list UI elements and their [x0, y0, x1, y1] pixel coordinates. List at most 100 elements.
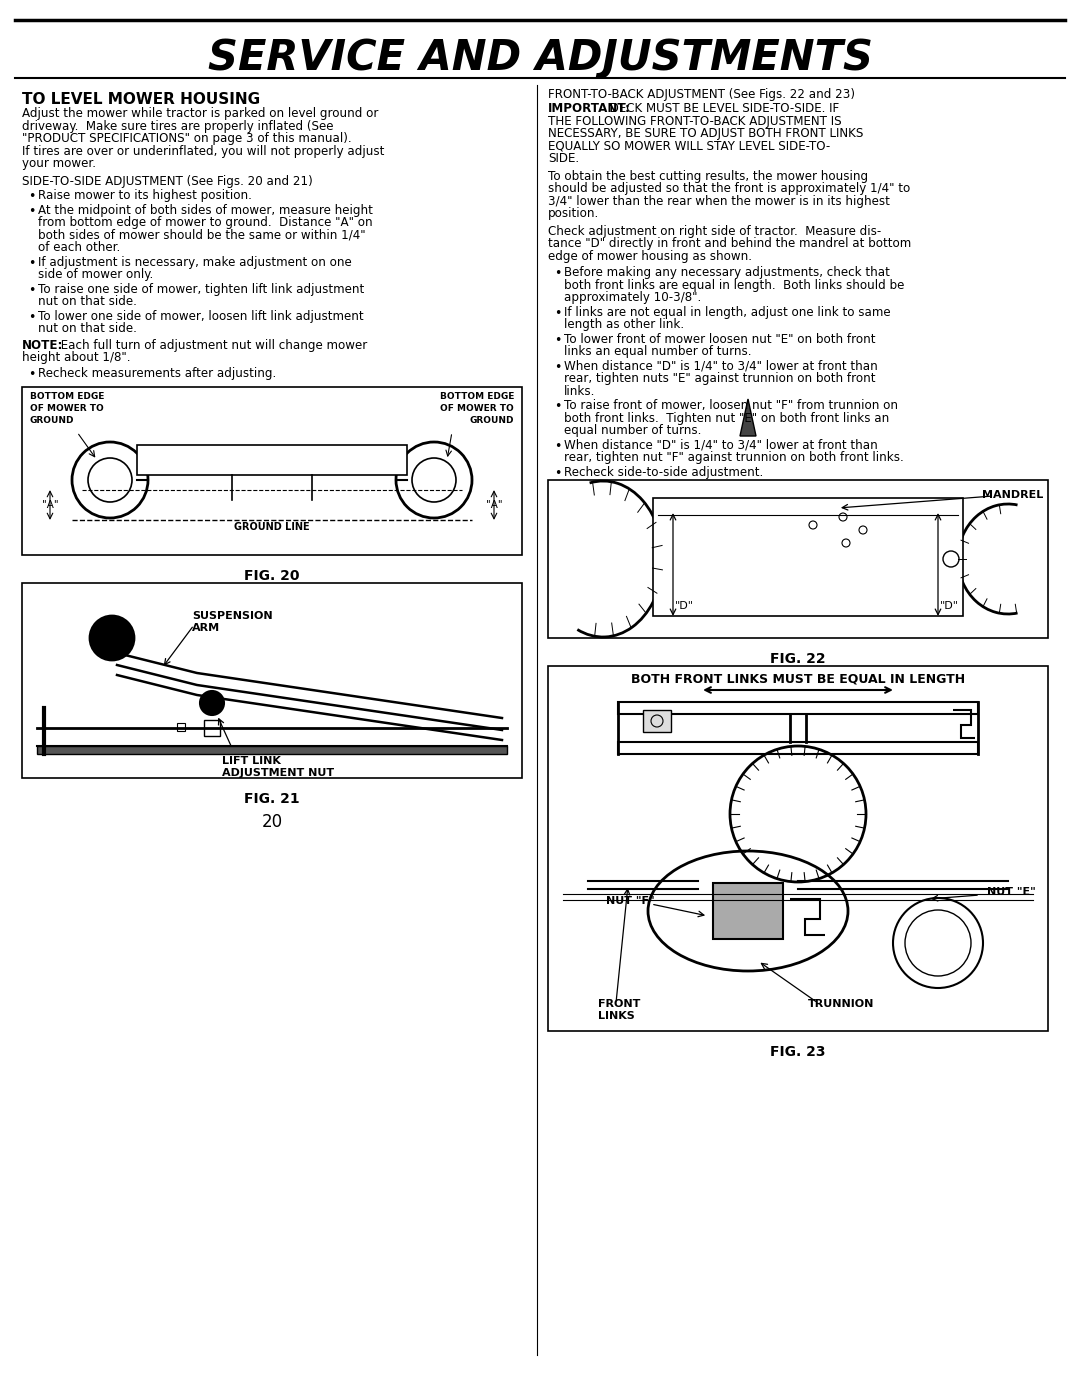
Text: When distance "D" is 1/4" to 3/4" lower at front than: When distance "D" is 1/4" to 3/4" lower … — [564, 359, 878, 373]
Text: THE FOLLOWING FRONT-TO-BACK ADJUSTMENT IS: THE FOLLOWING FRONT-TO-BACK ADJUSTMENT I… — [548, 114, 841, 128]
Text: edge of mower housing as shown.: edge of mower housing as shown. — [548, 249, 752, 263]
Bar — [618, 742, 978, 754]
Text: SIDE-TO-SIDE ADJUSTMENT (See Figs. 20 and 21): SIDE-TO-SIDE ADJUSTMENT (See Figs. 20 an… — [22, 175, 313, 187]
Bar — [548, 666, 1048, 1031]
Text: both front links are equal in length.  Both links should be: both front links are equal in length. Bo… — [564, 279, 904, 292]
Text: BOTTOM EDGE
OF MOWER TO
GROUND: BOTTOM EDGE OF MOWER TO GROUND — [30, 392, 105, 425]
Text: approximately 10-3/8".: approximately 10-3/8". — [564, 292, 701, 304]
Text: NECESSARY, BE SURE TO ADJUST BOTH FRONT LINKS: NECESSARY, BE SURE TO ADJUST BOTH FRONT … — [548, 126, 863, 140]
Text: rear, tighten nut "F" against trunnion on both front links.: rear, tighten nut "F" against trunnion o… — [564, 451, 904, 463]
Bar — [713, 883, 783, 939]
Text: Recheck side-to-side adjustment.: Recheck side-to-side adjustment. — [564, 466, 764, 478]
Text: TRUNNION: TRUNNION — [808, 1000, 875, 1009]
Polygon shape — [740, 399, 756, 436]
Text: SUSPENSION
ARM: SUSPENSION ARM — [192, 610, 272, 634]
Bar — [177, 723, 185, 732]
Text: To obtain the best cutting results, the mower housing: To obtain the best cutting results, the … — [548, 169, 868, 183]
Bar — [204, 720, 220, 736]
Circle shape — [200, 692, 224, 715]
Text: Recheck measurements after adjusting.: Recheck measurements after adjusting. — [38, 367, 276, 380]
Bar — [22, 583, 522, 778]
Bar — [22, 386, 522, 556]
Text: EQUALLY SO MOWER WILL STAY LEVEL SIDE-TO-: EQUALLY SO MOWER WILL STAY LEVEL SIDE-TO… — [548, 139, 831, 153]
Text: FIG. 21: FIG. 21 — [244, 792, 300, 806]
Text: If adjustment is necessary, make adjustment on one: If adjustment is necessary, make adjustm… — [38, 256, 352, 268]
Text: •: • — [554, 400, 562, 412]
Text: •: • — [554, 440, 562, 452]
Text: both front links.  Tighten nut "E" on both front links an: both front links. Tighten nut "E" on bot… — [564, 411, 889, 425]
Text: BOTH FRONT LINKS MUST BE EQUAL IN LENGTH: BOTH FRONT LINKS MUST BE EQUAL IN LENGTH — [631, 672, 966, 685]
Text: "A": "A" — [486, 500, 502, 510]
Text: "D": "D" — [940, 601, 959, 610]
Text: from bottom edge of mower to ground.  Distance "A" on: from bottom edge of mower to ground. Dis… — [38, 216, 373, 230]
Text: of each other.: of each other. — [38, 241, 120, 254]
Text: both sides of mower should be the same or within 1/4": both sides of mower should be the same o… — [38, 228, 366, 242]
Text: equal number of turns.: equal number of turns. — [564, 424, 701, 437]
Text: NUT "F": NUT "F" — [606, 896, 654, 906]
Text: NUT "E": NUT "E" — [987, 887, 1036, 896]
Bar — [653, 498, 963, 616]
Text: •: • — [554, 360, 562, 374]
Text: •: • — [554, 307, 562, 319]
Bar — [618, 703, 978, 714]
Text: Check adjustment on right side of tractor.  Measure dis-: Check adjustment on right side of tracto… — [548, 224, 881, 238]
Bar — [137, 446, 407, 474]
Text: GROUND LINE: GROUND LINE — [234, 522, 310, 532]
Text: If links are not equal in length, adjust one link to same: If links are not equal in length, adjust… — [564, 305, 891, 319]
Text: To raise front of mower, loosen nut "F" from trunnion on: To raise front of mower, loosen nut "F" … — [564, 399, 897, 412]
Bar — [643, 710, 671, 732]
Text: "PRODUCT SPECIFICATIONS" on page 3 of this manual).: "PRODUCT SPECIFICATIONS" on page 3 of th… — [22, 132, 352, 144]
Text: FRONT
LINKS: FRONT LINKS — [598, 1000, 640, 1022]
Text: To lower front of mower loosen nut "E" on both front: To lower front of mower loosen nut "E" o… — [564, 333, 876, 345]
Text: BOTTOM EDGE
OF MOWER TO
GROUND: BOTTOM EDGE OF MOWER TO GROUND — [440, 392, 514, 425]
Text: If tires are over or underinflated, you will not properly adjust: If tires are over or underinflated, you … — [22, 144, 384, 158]
Text: 3/4" lower than the rear when the mower is in its highest: 3/4" lower than the rear when the mower … — [548, 194, 890, 208]
Text: "A": "A" — [42, 500, 58, 510]
Text: •: • — [554, 334, 562, 346]
Text: should be adjusted so that the front is approximately 1/4" to: should be adjusted so that the front is … — [548, 182, 910, 195]
Text: your mower.: your mower. — [22, 157, 96, 170]
Text: nut on that side.: nut on that side. — [38, 322, 137, 336]
Text: 20: 20 — [261, 813, 283, 830]
Text: length as other link.: length as other link. — [564, 318, 684, 331]
Text: •: • — [554, 267, 562, 280]
Text: height about 1/8".: height about 1/8". — [22, 351, 131, 364]
Text: To lower one side of mower, loosen lift link adjustment: To lower one side of mower, loosen lift … — [38, 309, 364, 323]
Text: position.: position. — [548, 208, 599, 220]
Text: •: • — [28, 190, 36, 204]
Text: IMPORTANT:: IMPORTANT: — [548, 102, 631, 116]
Text: •: • — [28, 205, 36, 217]
Text: When distance "D" is 1/4" to 3/4" lower at front than: When distance "D" is 1/4" to 3/4" lower … — [564, 439, 878, 451]
Text: Raise mower to its highest position.: Raise mower to its highest position. — [38, 188, 252, 202]
Text: rear, tighten nuts "E" against trunnion on both front: rear, tighten nuts "E" against trunnion … — [564, 373, 876, 385]
Text: FIG. 23: FIG. 23 — [770, 1045, 826, 1059]
Text: FRONT-TO-BACK ADJUSTMENT (See Figs. 22 and 23): FRONT-TO-BACK ADJUSTMENT (See Figs. 22 a… — [548, 88, 855, 100]
Text: •: • — [28, 367, 36, 381]
Text: At the midpoint of both sides of mower, measure height: At the midpoint of both sides of mower, … — [38, 204, 373, 216]
Text: links an equal number of turns.: links an equal number of turns. — [564, 345, 752, 358]
Text: FIG. 22: FIG. 22 — [770, 652, 826, 666]
Text: tance "D" directly in front and behind the mandrel at bottom: tance "D" directly in front and behind t… — [548, 236, 912, 250]
Text: nut on that side.: nut on that side. — [38, 296, 137, 308]
Text: DECK MUST BE LEVEL SIDE-TO-SIDE. IF: DECK MUST BE LEVEL SIDE-TO-SIDE. IF — [606, 102, 839, 116]
Text: MANDREL: MANDREL — [982, 490, 1043, 500]
Bar — [37, 747, 507, 754]
Text: •: • — [28, 283, 36, 297]
Text: Before making any necessary adjustments, check that: Before making any necessary adjustments,… — [564, 265, 890, 279]
Text: •: • — [28, 257, 36, 270]
Text: Adjust the mower while tractor is parked on level ground or: Adjust the mower while tractor is parked… — [22, 107, 378, 120]
Text: To raise one side of mower, tighten lift link adjustment: To raise one side of mower, tighten lift… — [38, 282, 364, 296]
Text: NOTE:: NOTE: — [22, 338, 64, 352]
Text: LIFT LINK
ADJUSTMENT NUT: LIFT LINK ADJUSTMENT NUT — [222, 756, 334, 778]
Text: side of mower only.: side of mower only. — [38, 268, 153, 280]
Text: FIG. 20: FIG. 20 — [244, 569, 300, 583]
Text: Each full turn of adjustment nut will change mower: Each full turn of adjustment nut will ch… — [57, 338, 367, 352]
Text: links.: links. — [564, 385, 595, 397]
Text: •: • — [554, 466, 562, 480]
Circle shape — [90, 616, 134, 660]
Text: driveway.  Make sure tires are properly inflated (See: driveway. Make sure tires are properly i… — [22, 120, 334, 132]
Text: SIDE.: SIDE. — [548, 153, 579, 165]
Text: TO LEVEL MOWER HOUSING: TO LEVEL MOWER HOUSING — [22, 92, 260, 107]
Text: •: • — [28, 311, 36, 323]
Text: "D": "D" — [675, 601, 694, 610]
